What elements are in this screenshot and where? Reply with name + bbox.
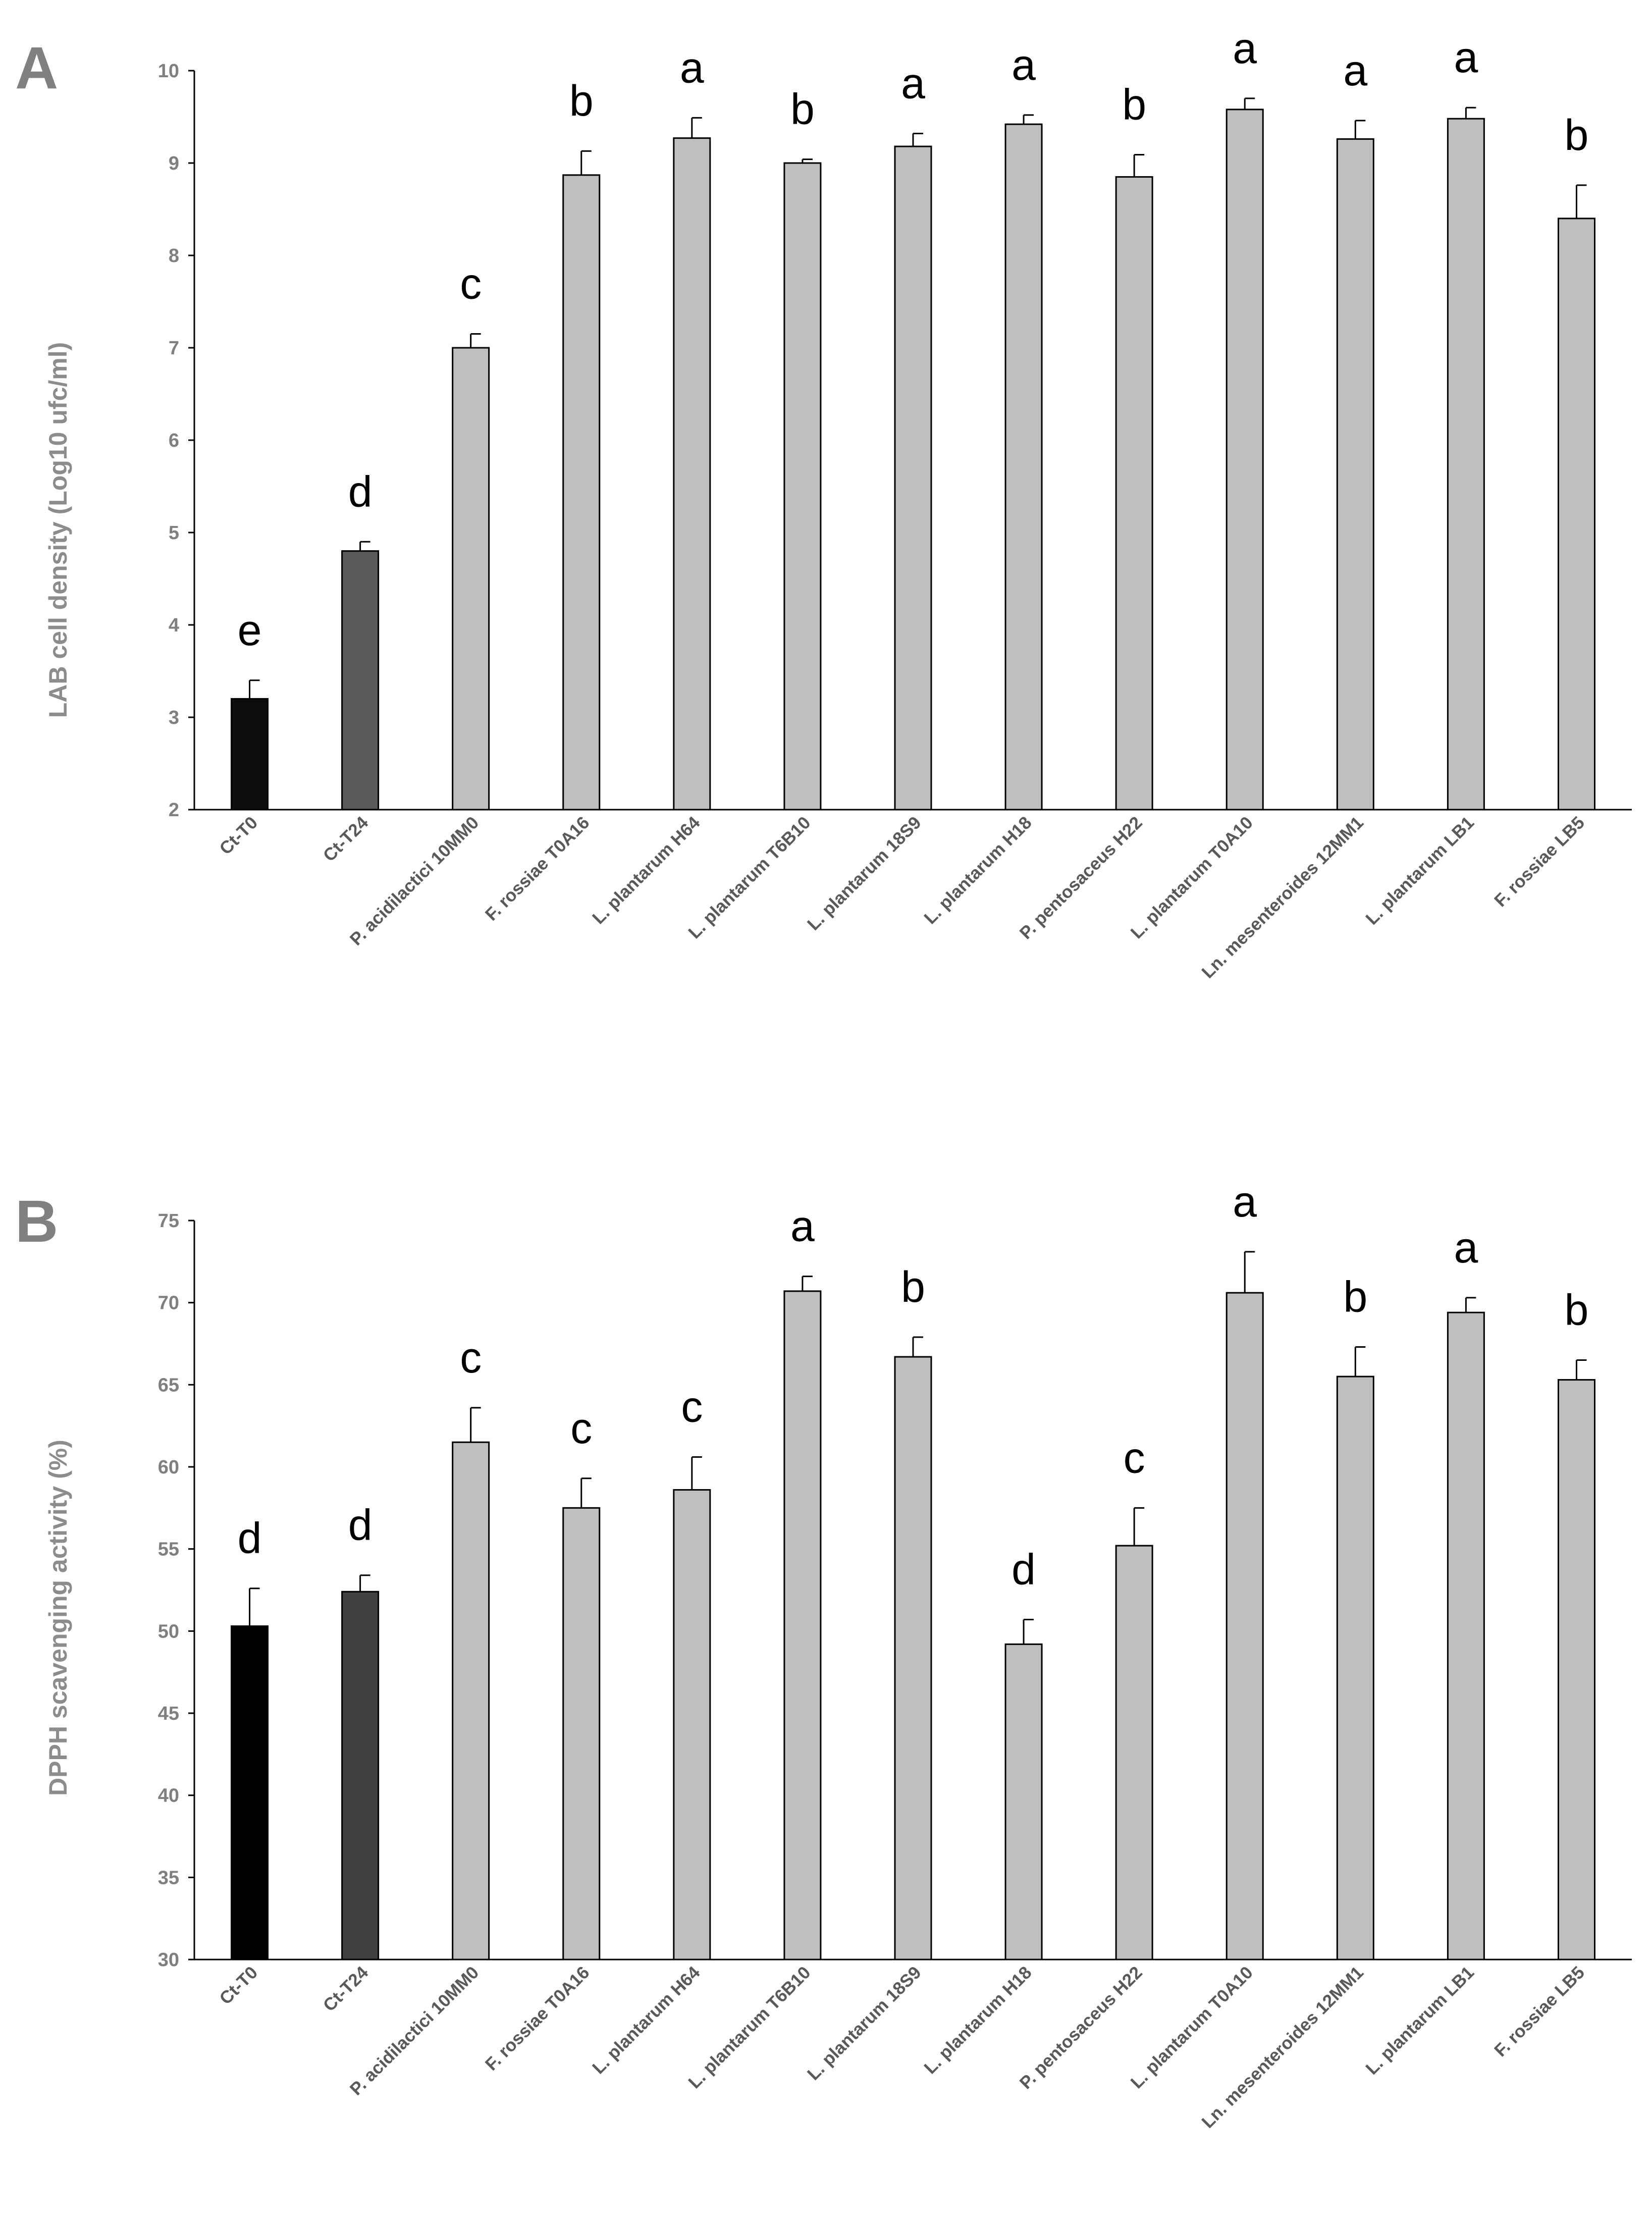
significance-letter: b: [790, 85, 815, 134]
bar-b-11: [1336, 1375, 1374, 1961]
y-tick-label: 35: [158, 1867, 179, 1888]
y-tick-label: 9: [169, 153, 179, 174]
bar-a-4: [562, 174, 601, 811]
bar-a-12: [1447, 118, 1485, 811]
bar-b-6: [783, 1290, 822, 1961]
significance-letter: c: [460, 1334, 482, 1382]
y-tick-label: 10: [158, 61, 179, 82]
y-tick-label: 2: [169, 800, 179, 821]
y-tick-label: 75: [158, 1210, 179, 1232]
y-tick-label: 5: [169, 522, 179, 544]
significance-letter: d: [238, 1514, 262, 1563]
bar-b-8: [1004, 1643, 1043, 1961]
y-tick-label: 4: [169, 615, 179, 636]
bar-b-4: [562, 1507, 601, 1961]
significance-letter: c: [681, 1383, 703, 1431]
y-tick-label: 7: [169, 338, 179, 359]
significance-letter: a: [1011, 41, 1036, 89]
significance-letter: b: [1565, 1286, 1589, 1335]
bar-a-5: [673, 137, 711, 811]
significance-letter: c: [460, 260, 482, 308]
significance-letter: a: [790, 1202, 815, 1251]
significance-letter: a: [1233, 1178, 1257, 1226]
bar-b-12: [1447, 1311, 1485, 1961]
bar-a-3: [452, 347, 490, 811]
significance-letter: a: [901, 59, 925, 108]
significance-letter: a: [1454, 33, 1478, 82]
significance-letter: a: [1233, 24, 1257, 73]
significance-letter: b: [1565, 111, 1589, 160]
bar-b-13: [1557, 1379, 1595, 1961]
y-tick-label: 8: [169, 245, 179, 267]
bar-a-8: [1004, 123, 1043, 811]
significance-letter: a: [1343, 46, 1367, 95]
significance-letter: a: [1454, 1224, 1478, 1272]
significance-letter: d: [348, 467, 372, 516]
y-tick-label: 40: [158, 1785, 179, 1807]
bar-a-13: [1557, 218, 1595, 811]
bar-b-1: [231, 1625, 269, 1961]
y-tick-label: 3: [169, 707, 179, 728]
y-tick-label: 6: [169, 430, 179, 451]
bar-b-5: [673, 1489, 711, 1961]
significance-letter: c: [1124, 1434, 1145, 1482]
significance-letter: b: [569, 77, 594, 125]
bar-a-6: [783, 162, 822, 811]
bar-b-10: [1225, 1292, 1264, 1961]
bar-a-9: [1115, 176, 1153, 811]
significance-letter: b: [901, 1263, 925, 1311]
bar-b-9: [1115, 1545, 1153, 1961]
y-tick-label: 70: [158, 1293, 179, 1314]
y-axis-title: LAB cell density (Log10 ufc/ml): [44, 342, 72, 718]
y-axis-title: DPPH scavenging activity (%): [44, 1440, 72, 1796]
significance-letter: b: [1343, 1273, 1367, 1321]
y-tick-label: 60: [158, 1457, 179, 1478]
panel-label-b: B: [15, 1188, 58, 1255]
y-tick-label: 50: [158, 1621, 179, 1642]
significance-letter: a: [680, 43, 704, 92]
significance-letter: c: [570, 1404, 592, 1453]
significance-letter: b: [1122, 81, 1146, 129]
significance-letter: d: [1011, 1546, 1036, 1594]
y-tick-label: 45: [158, 1703, 179, 1724]
y-tick-label: 65: [158, 1374, 179, 1396]
bar-b-7: [894, 1356, 932, 1961]
bar-a-10: [1225, 109, 1264, 811]
bar-b-2: [341, 1591, 380, 1961]
significance-letter: e: [238, 606, 262, 655]
bar-a-11: [1336, 138, 1374, 811]
bar-a-7: [894, 145, 932, 811]
y-tick-label: 30: [158, 1949, 179, 1971]
bar-a-2: [341, 550, 380, 811]
bar-b-3: [452, 1441, 490, 1961]
bar-a-1: [231, 698, 269, 811]
panel-label-a: A: [15, 35, 58, 101]
y-tick-label: 55: [158, 1539, 179, 1560]
significance-letter: d: [348, 1501, 372, 1550]
